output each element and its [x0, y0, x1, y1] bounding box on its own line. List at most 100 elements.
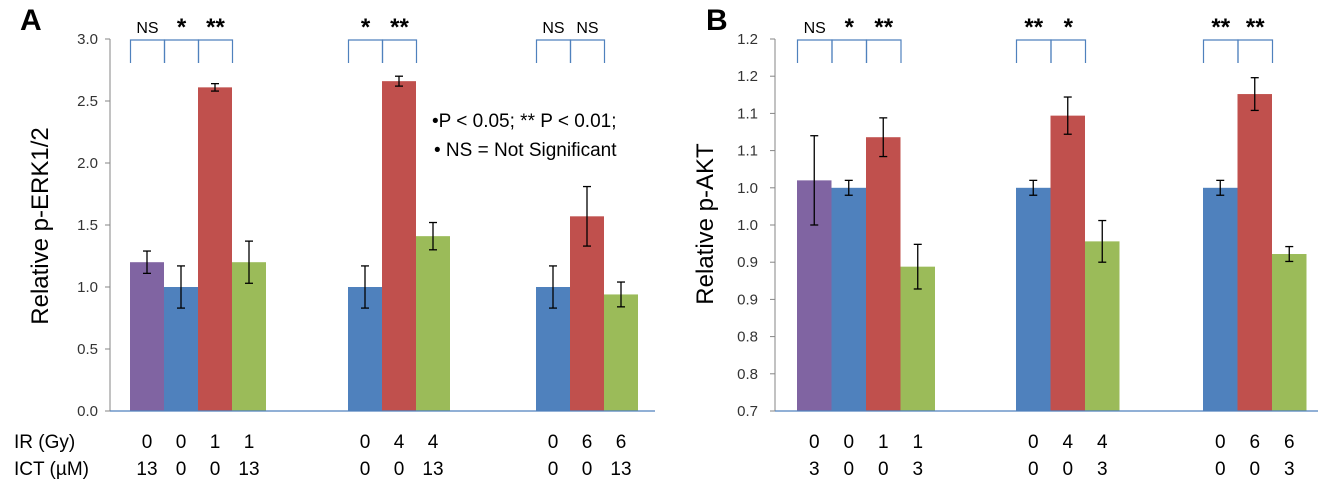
ir-dose-label: 1 — [878, 432, 889, 453]
y-tick-label: 3.0 — [77, 31, 98, 48]
y-tick-label: 1.0 — [737, 217, 758, 234]
ir-dose-label: 0 — [1028, 432, 1039, 453]
significance-label: * — [1064, 14, 1074, 41]
bar — [831, 187, 866, 411]
y-tick-label: 1.0 — [737, 180, 758, 197]
y-tick-label: 0.9 — [737, 254, 758, 271]
panel-label: B — [706, 4, 728, 37]
bar — [1085, 241, 1120, 411]
ict-dose-label: 0 — [360, 459, 371, 480]
significance-bracket — [197, 39, 234, 63]
ict-dose-label: 0 — [582, 459, 593, 480]
y-tick-label: 0.7 — [737, 403, 758, 420]
significance-bracket — [163, 39, 200, 63]
significance-bracket — [1202, 39, 1239, 63]
significance-bracket — [865, 39, 902, 63]
ict-dose-label: 3 — [912, 459, 923, 480]
y-tick-label: 1.1 — [737, 105, 758, 122]
panel-b: B Relative p-AKT 0.7 0.8 0.8 0.9 0.9 1.0 1.0 1.… — [692, 4, 1318, 480]
significance-bracket — [1015, 39, 1052, 63]
y-tick-label: 1.2 — [737, 31, 758, 48]
ir-dose-label: 6 — [1284, 432, 1295, 453]
legend-note-2: • NS = Not Significant — [434, 140, 617, 161]
ir-dose-label: 6 — [582, 432, 593, 453]
ict-dose-label: 0 — [1062, 459, 1073, 480]
significance-label: NS — [804, 20, 826, 37]
significance-label: ** — [874, 14, 893, 41]
significance-bracket — [347, 39, 384, 63]
y-axis-label: Relative p-ERK1/2 — [27, 127, 54, 324]
ir-dose-label: 0 — [548, 432, 559, 453]
ict-dose-label: 13 — [610, 459, 631, 480]
ir-dose-label: 4 — [394, 432, 405, 453]
panel-a: A Relative p-ERK1/2 •P < 0.05; ** P < 0.… — [14, 4, 655, 480]
bar — [866, 137, 901, 411]
bar — [604, 294, 638, 411]
ict-dose-label: 0 — [1249, 459, 1260, 480]
y-tick-label: 1.1 — [737, 143, 758, 160]
y-tick-label: 1.5 — [77, 217, 98, 234]
significance-label: ** — [1246, 14, 1265, 41]
y-tick-label: 0.9 — [737, 291, 758, 308]
bar — [570, 216, 604, 411]
significance-bracket — [569, 39, 606, 63]
y-tick-label: 1.2 — [737, 68, 758, 85]
ict-dose-label: 13 — [136, 459, 157, 480]
ir-dose-label: 0 — [809, 432, 820, 453]
ict-dose-label: 0 — [843, 459, 854, 480]
ir-dose-label: 4 — [1097, 432, 1108, 453]
ir-dose-label: 4 — [428, 432, 439, 453]
ict-dose-label: 0 — [1028, 459, 1039, 480]
ict-dose-label: 13 — [422, 459, 443, 480]
ict-dose-label: 0 — [394, 459, 405, 480]
bar — [1272, 254, 1307, 411]
bar — [382, 81, 416, 411]
bar — [1050, 115, 1085, 411]
ict-dose-label: 0 — [548, 459, 559, 480]
significance-label: * — [361, 14, 371, 41]
y-axis-label: Relative p-AKT — [692, 143, 719, 305]
y-tick-label: 0.0 — [77, 403, 98, 420]
ir-dose-label: 0 — [142, 432, 153, 453]
ir-dose-label: 1 — [210, 432, 221, 453]
significance-label: ** — [206, 14, 225, 41]
significance-label: ** — [1211, 14, 1230, 41]
bar — [900, 266, 935, 411]
bar — [130, 262, 164, 411]
bar — [1016, 187, 1051, 411]
significance-bracket — [1050, 39, 1087, 63]
significance-label: NS — [136, 20, 158, 37]
ict-dose-label: 13 — [238, 459, 259, 480]
significance-label: * — [845, 14, 855, 41]
significance-bracket — [129, 39, 166, 63]
legend-note-1: •P < 0.05; ** P < 0.01; — [432, 111, 616, 132]
y-tick-label: 0.5 — [77, 341, 98, 358]
bar — [232, 262, 266, 411]
ir-dose-label: 1 — [912, 432, 923, 453]
ict-dose-label: 0 — [210, 459, 221, 480]
ir-dose-label: 6 — [1249, 432, 1260, 453]
ict-dose-label: 3 — [809, 459, 820, 480]
ir-dose-label: 4 — [1062, 432, 1073, 453]
bar — [416, 236, 450, 411]
ict-dose-label: 0 — [1215, 459, 1226, 480]
significance-bracket — [381, 39, 418, 63]
y-tick-label: 0.8 — [737, 329, 758, 346]
significance-label: ** — [390, 14, 409, 41]
ir-dose-label: 0 — [843, 432, 854, 453]
panel-label: A — [20, 4, 42, 37]
y-tick-label: 1.0 — [77, 279, 98, 296]
bar — [1203, 187, 1238, 411]
y-tick-label: 0.8 — [737, 366, 758, 383]
ir-dose-label: 0 — [360, 432, 371, 453]
significance-bracket — [535, 39, 572, 63]
ict-dose-label: 0 — [878, 459, 889, 480]
significance-bracket — [796, 39, 833, 63]
bar — [1237, 94, 1272, 411]
significance-label: * — [177, 14, 187, 41]
ir-dose-label: 6 — [616, 432, 627, 453]
ir-dose-label: 0 — [176, 432, 187, 453]
ir-dose-label: 1 — [244, 432, 255, 453]
ir-dose-label: 0 — [1215, 432, 1226, 453]
